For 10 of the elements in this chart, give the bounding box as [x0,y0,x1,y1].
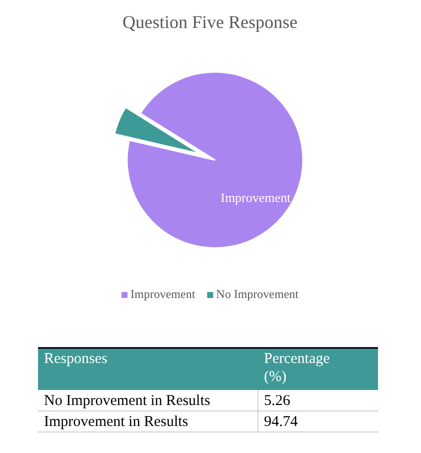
chart-title: Question Five Response [122,12,298,32]
category-label: Improvement in Results [44,414,188,430]
category-label: No Improvement in Results [44,393,210,409]
legend-label: No Improvement [216,287,300,301]
slice-label: Improvement [220,190,292,205]
legend-label: Improvement [130,287,196,301]
data-label: 94.74 [264,414,298,430]
text: Responses [44,351,108,367]
text: Percentage (%) [264,351,330,385]
data-label: 5.26 [264,393,291,409]
